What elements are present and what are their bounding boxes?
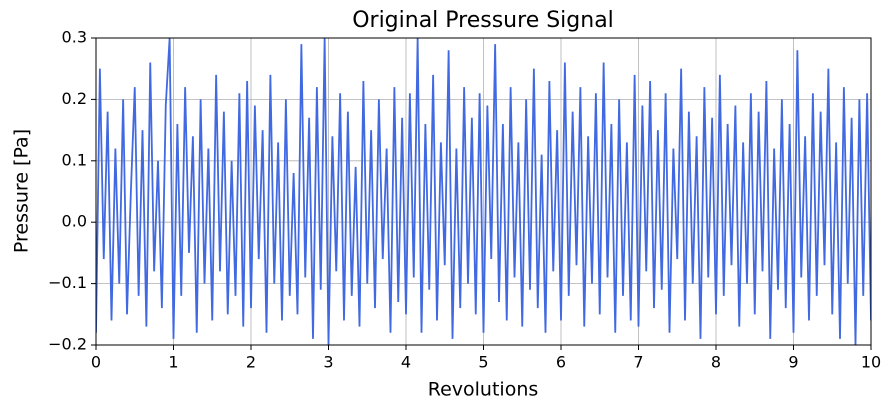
x-tick-label: 1 (168, 353, 178, 372)
x-tick-label: 0 (91, 353, 101, 372)
y-tick-label: 0.2 (62, 89, 87, 108)
y-tick-label: −0.2 (48, 335, 87, 354)
y-tick-label: 0.3 (62, 28, 87, 47)
y-axis-label: Pressure [Pa] (11, 129, 33, 253)
x-tick-label: 10 (861, 353, 881, 372)
x-tick-label: 9 (788, 353, 798, 372)
plot-frame (95, 37, 872, 346)
x-tick-label: 4 (401, 353, 411, 372)
y-tick-label: −0.1 (48, 273, 87, 292)
x-tick-label: 2 (246, 353, 256, 372)
x-tick-label: 7 (633, 353, 643, 372)
x-tick-label: 6 (556, 353, 566, 372)
x-tick-label: 8 (711, 353, 721, 372)
chart-title: Original Pressure Signal (352, 8, 614, 33)
y-tick-label: 0.1 (62, 150, 87, 169)
x-tick-label: 3 (323, 353, 333, 372)
signal-line (96, 38, 871, 345)
y-tick-label: 0.0 (62, 212, 87, 231)
x-axis-label: Revolutions (428, 379, 539, 401)
x-tick-label: 5 (478, 353, 488, 372)
